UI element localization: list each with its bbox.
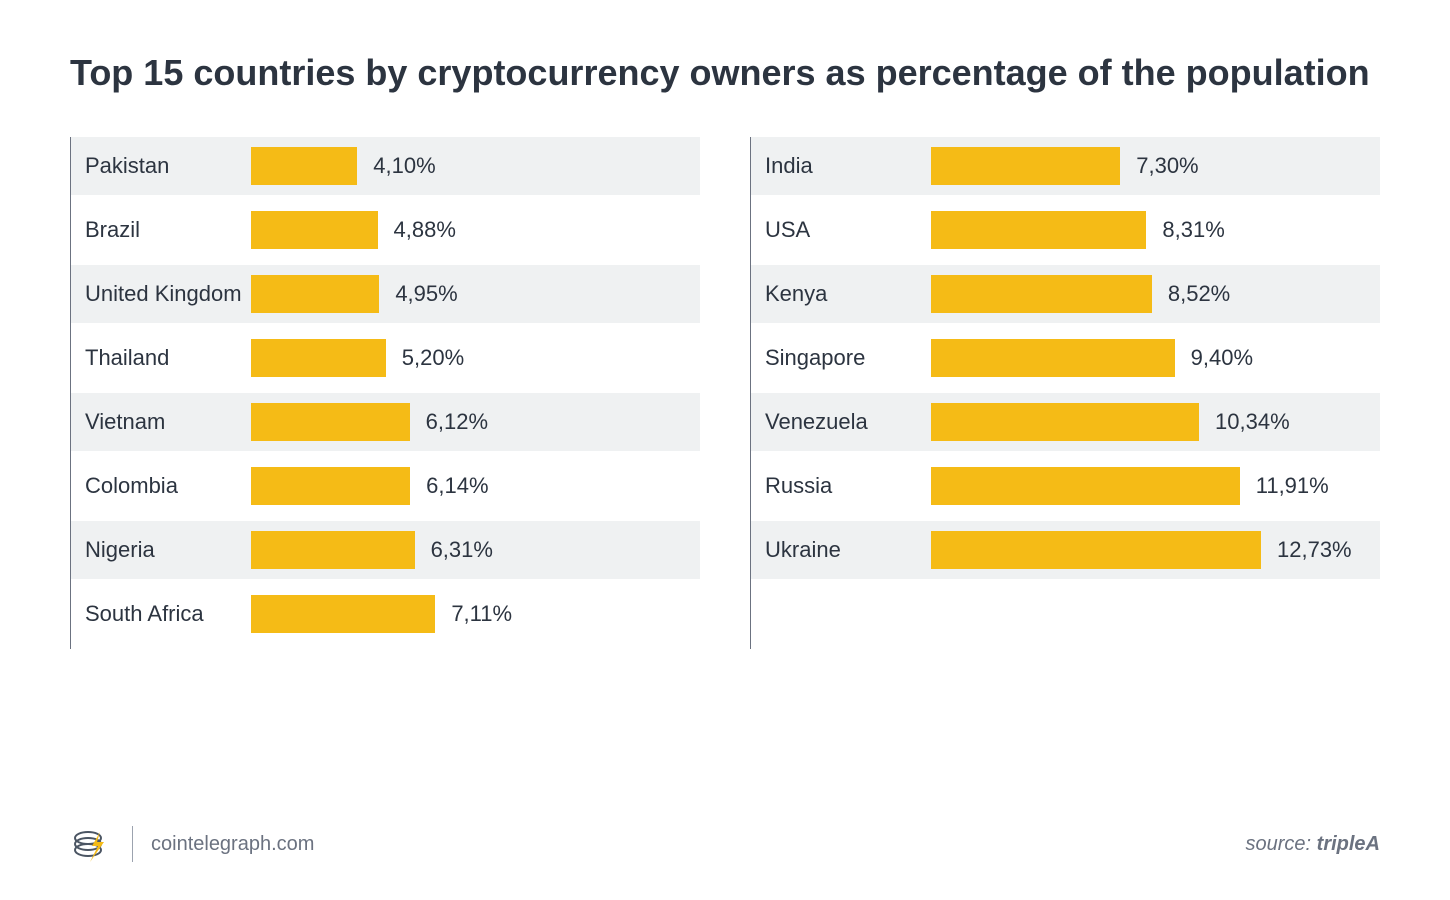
bar-area: 4,10% bbox=[251, 137, 700, 195]
chart-row: Venezuela 10,34% bbox=[751, 393, 1380, 451]
source-prefix: source: bbox=[1246, 833, 1317, 855]
country-label: Thailand bbox=[71, 345, 251, 371]
value-label: 10,34% bbox=[1215, 409, 1290, 435]
bar bbox=[931, 147, 1120, 185]
source-attribution: source: tripleA bbox=[1246, 833, 1381, 856]
bar-area: 12,73% bbox=[931, 521, 1380, 579]
brand-text: cointelegraph.com bbox=[151, 833, 314, 856]
chart-row: Pakistan 4,10% bbox=[71, 137, 700, 195]
country-label: Colombia bbox=[71, 473, 251, 499]
value-label: 6,31% bbox=[431, 537, 493, 563]
country-label: USA bbox=[751, 217, 931, 243]
chart-row: USA 8,31% bbox=[751, 201, 1380, 259]
bar bbox=[251, 339, 386, 377]
value-label: 5,20% bbox=[402, 345, 464, 371]
chart-row: Thailand 5,20% bbox=[71, 329, 700, 387]
brand: cointelegraph.com bbox=[70, 822, 314, 866]
bar-area: 6,12% bbox=[251, 393, 700, 451]
value-label: 11,91% bbox=[1256, 473, 1329, 499]
country-label: India bbox=[751, 153, 931, 179]
chart-row: Brazil 4,88% bbox=[71, 201, 700, 259]
value-label: 7,30% bbox=[1136, 153, 1198, 179]
value-label: 6,12% bbox=[426, 409, 488, 435]
chart-row: South Africa 7,11% bbox=[71, 585, 700, 643]
value-label: 12,73% bbox=[1277, 537, 1352, 563]
bar-area: 7,30% bbox=[931, 137, 1380, 195]
chart-container: Pakistan 4,10% Brazil 4,88% United Kingdom 4,… bbox=[70, 137, 1380, 649]
chart-title: Top 15 countries by cryptocurrency owner… bbox=[70, 50, 1380, 97]
bar bbox=[251, 147, 357, 185]
chart-row: India 7,30% bbox=[751, 137, 1380, 195]
country-label: Venezuela bbox=[751, 409, 931, 435]
country-label: Russia bbox=[751, 473, 931, 499]
chart-column-left: Pakistan 4,10% Brazil 4,88% United Kingdom 4,… bbox=[70, 137, 700, 649]
bar bbox=[251, 467, 410, 505]
country-label: South Africa bbox=[71, 601, 251, 627]
country-label: Ukraine bbox=[751, 537, 931, 563]
bar-area: 4,95% bbox=[251, 265, 700, 323]
country-label: Pakistan bbox=[71, 153, 251, 179]
value-label: 8,31% bbox=[1162, 217, 1224, 243]
bar-area: 6,31% bbox=[251, 521, 700, 579]
bar bbox=[251, 531, 415, 569]
value-label: 4,88% bbox=[394, 217, 456, 243]
chart-row: United Kingdom 4,95% bbox=[71, 265, 700, 323]
footer: cointelegraph.com source: tripleA bbox=[70, 822, 1380, 866]
bar bbox=[931, 467, 1240, 505]
bar bbox=[931, 211, 1146, 249]
brand-separator bbox=[132, 826, 133, 862]
chart-row: Ukraine 12,73% bbox=[751, 521, 1380, 579]
value-label: 4,10% bbox=[373, 153, 435, 179]
bar bbox=[931, 403, 1199, 441]
bar bbox=[251, 211, 378, 249]
bar-area: 5,20% bbox=[251, 329, 700, 387]
chart-row: Nigeria 6,31% bbox=[71, 521, 700, 579]
bar-area: 10,34% bbox=[931, 393, 1380, 451]
bar bbox=[931, 275, 1152, 313]
chart-row: Kenya 8,52% bbox=[751, 265, 1380, 323]
chart-row: Colombia 6,14% bbox=[71, 457, 700, 515]
chart-row: Vietnam 6,12% bbox=[71, 393, 700, 451]
bar-area: 6,14% bbox=[251, 457, 700, 515]
bar-area: 11,91% bbox=[931, 457, 1380, 515]
chart-row: Singapore 9,40% bbox=[751, 329, 1380, 387]
bar bbox=[251, 275, 379, 313]
bar bbox=[931, 531, 1261, 569]
bar bbox=[931, 339, 1175, 377]
bar-area: 7,11% bbox=[251, 585, 700, 643]
value-label: 9,40% bbox=[1191, 345, 1253, 371]
value-label: 7,11% bbox=[451, 601, 512, 627]
value-label: 6,14% bbox=[426, 473, 488, 499]
chart-row: Russia 11,91% bbox=[751, 457, 1380, 515]
bar-area: 9,40% bbox=[931, 329, 1380, 387]
country-label: Nigeria bbox=[71, 537, 251, 563]
value-label: 4,95% bbox=[395, 281, 457, 307]
bar bbox=[251, 595, 435, 633]
bar-area: 8,52% bbox=[931, 265, 1380, 323]
country-label: Vietnam bbox=[71, 409, 251, 435]
bar bbox=[251, 403, 410, 441]
cointelegraph-logo-icon bbox=[70, 822, 114, 866]
source-name: tripleA bbox=[1317, 833, 1380, 855]
bar-area: 8,31% bbox=[931, 201, 1380, 259]
chart-column-right: India 7,30% USA 8,31% Kenya 8,52% Singapore 9,4… bbox=[750, 137, 1380, 649]
bar-area: 4,88% bbox=[251, 201, 700, 259]
country-label: Kenya bbox=[751, 281, 931, 307]
value-label: 8,52% bbox=[1168, 281, 1230, 307]
country-label: United Kingdom bbox=[71, 281, 251, 307]
country-label: Singapore bbox=[751, 345, 931, 371]
country-label: Brazil bbox=[71, 217, 251, 243]
